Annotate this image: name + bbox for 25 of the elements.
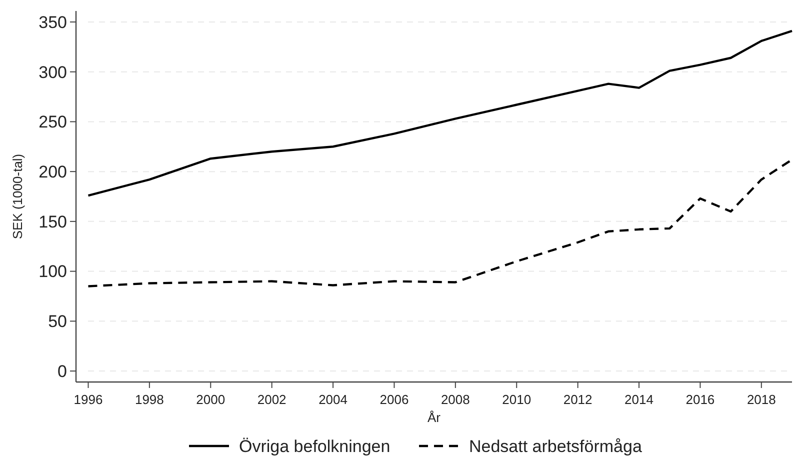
x-tick-label: 1996 — [74, 392, 103, 407]
y-tick-label: 300 — [38, 62, 67, 82]
y-tick-label: 200 — [38, 162, 67, 182]
line-series — [87, 30, 794, 197]
x-tick-label: 2016 — [686, 392, 715, 407]
y-tick-label: 250 — [38, 112, 67, 132]
x-axis-title: År — [428, 410, 442, 425]
y-tick-label: 0 — [58, 362, 67, 381]
x-tick-label: 1998 — [134, 392, 164, 407]
y-tick-label: 50 — [48, 312, 67, 332]
legend-label: Nedsatt arbetsförmåga — [469, 437, 642, 456]
x-tick-label: 2018 — [746, 392, 776, 407]
x-tick-label: 2010 — [502, 392, 532, 407]
x-tick-label: 2006 — [380, 392, 409, 407]
legend-label: Övriga befolkningen — [239, 437, 390, 456]
y-tick-label: 100 — [38, 262, 67, 282]
y-axis-title: SEK (1000-tal) — [10, 154, 25, 240]
x-tick-label: 2014 — [624, 392, 654, 407]
x-tick-label: 2008 — [440, 392, 470, 407]
x-tick-label: 2004 — [318, 392, 348, 407]
x-tick-label: 2000 — [196, 392, 226, 407]
y-tick-label: 150 — [38, 212, 67, 232]
y-tick-label: 350 — [38, 12, 67, 32]
x-tick-label: 2002 — [257, 392, 286, 407]
x-tick-label: 2012 — [563, 392, 592, 407]
